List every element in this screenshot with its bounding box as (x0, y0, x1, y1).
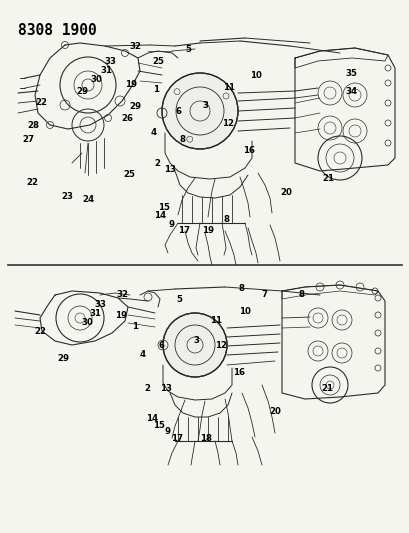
Text: 30: 30 (81, 318, 92, 327)
Text: 5: 5 (185, 45, 191, 53)
Text: 21: 21 (322, 174, 334, 183)
Text: 27: 27 (22, 135, 35, 144)
Text: 6: 6 (159, 341, 164, 350)
Text: 19: 19 (125, 80, 137, 88)
Text: 32: 32 (116, 290, 128, 298)
Text: 12: 12 (214, 341, 226, 350)
Text: 17: 17 (171, 434, 183, 442)
Text: 8: 8 (223, 215, 229, 224)
Text: 16: 16 (232, 368, 244, 376)
Text: 2: 2 (144, 384, 150, 392)
Text: 16: 16 (243, 146, 255, 155)
Text: 1: 1 (132, 322, 138, 330)
Text: 22: 22 (35, 98, 47, 107)
Text: 11: 11 (210, 317, 222, 325)
Text: 23: 23 (61, 192, 74, 200)
Text: 13: 13 (160, 384, 172, 392)
Text: 29: 29 (76, 87, 88, 96)
Text: 25: 25 (152, 57, 163, 66)
Text: 25: 25 (123, 171, 135, 179)
Text: 11: 11 (222, 84, 234, 92)
Circle shape (162, 73, 237, 149)
Text: 26: 26 (121, 114, 133, 123)
Text: 35: 35 (345, 69, 357, 78)
Text: 19: 19 (202, 226, 214, 235)
Text: 12: 12 (221, 119, 233, 128)
Text: 29: 29 (129, 102, 141, 111)
Text: 4: 4 (139, 350, 145, 359)
Text: 17: 17 (177, 227, 189, 235)
Text: 3: 3 (193, 336, 198, 344)
Text: 34: 34 (345, 87, 357, 96)
Text: 8: 8 (179, 135, 185, 144)
Text: 18: 18 (199, 434, 211, 442)
Text: 19: 19 (115, 311, 127, 320)
Text: 31: 31 (100, 66, 112, 75)
Text: 28: 28 (27, 121, 40, 130)
Text: 15: 15 (158, 204, 169, 212)
Text: 1: 1 (153, 85, 158, 94)
Text: 2: 2 (155, 159, 160, 168)
Text: 9: 9 (168, 221, 174, 229)
Text: 22: 22 (34, 327, 46, 336)
Text: 14: 14 (153, 212, 166, 220)
Text: 8: 8 (298, 290, 303, 298)
Text: 20: 20 (269, 407, 281, 416)
Text: 3: 3 (202, 101, 207, 110)
Text: 20: 20 (280, 189, 291, 197)
Text: 13: 13 (164, 165, 176, 174)
Text: 9: 9 (164, 427, 170, 436)
Text: 6: 6 (175, 108, 181, 116)
Text: 8308 1900: 8308 1900 (18, 23, 97, 38)
Text: 30: 30 (90, 76, 102, 84)
Text: 21: 21 (320, 384, 333, 392)
Text: 31: 31 (89, 309, 101, 318)
Text: 5: 5 (176, 295, 182, 304)
Text: 4: 4 (151, 128, 156, 136)
Text: 7: 7 (261, 290, 267, 298)
Text: 8: 8 (238, 285, 243, 293)
Text: 15: 15 (153, 421, 164, 430)
Circle shape (163, 313, 227, 377)
Text: 33: 33 (94, 301, 106, 309)
Text: 29: 29 (57, 354, 70, 362)
Text: 22: 22 (26, 178, 38, 187)
Text: 10: 10 (250, 71, 261, 80)
Text: 10: 10 (239, 308, 250, 316)
Text: 32: 32 (129, 43, 141, 51)
Text: 14: 14 (146, 414, 158, 423)
Text: 24: 24 (82, 196, 94, 204)
Text: 33: 33 (104, 57, 117, 66)
